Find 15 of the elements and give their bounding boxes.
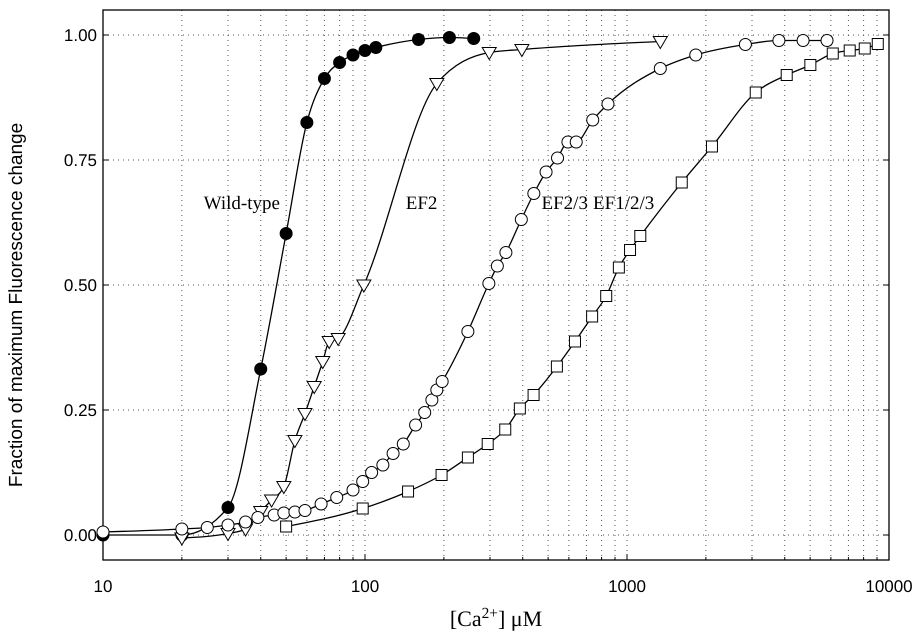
x-tick-label: 10 xyxy=(94,577,112,596)
y-tick-label: 0.25 xyxy=(64,400,97,420)
series-label: EF2 xyxy=(406,193,438,214)
y-tick-label: 0.00 xyxy=(64,526,97,545)
x-tick-label: 10000 xyxy=(865,577,913,596)
series-label: EF1/2/3 xyxy=(593,193,654,214)
y-tick-label: 0.50 xyxy=(64,276,97,295)
y-axis-title: Fraction of maximum Fluorescence change xyxy=(6,122,27,488)
x-tick-label: 1000 xyxy=(608,577,646,596)
x-axis-title: [Ca$^{2+}$] μM xyxy=(450,604,542,631)
x-tick-label: 100 xyxy=(350,577,380,596)
series-label: Wild-type xyxy=(204,193,280,214)
series-label: EF2/3 xyxy=(542,193,588,214)
y-tick-label: 1.00 xyxy=(64,26,97,45)
y-tick-label: 0.75 xyxy=(64,150,97,170)
